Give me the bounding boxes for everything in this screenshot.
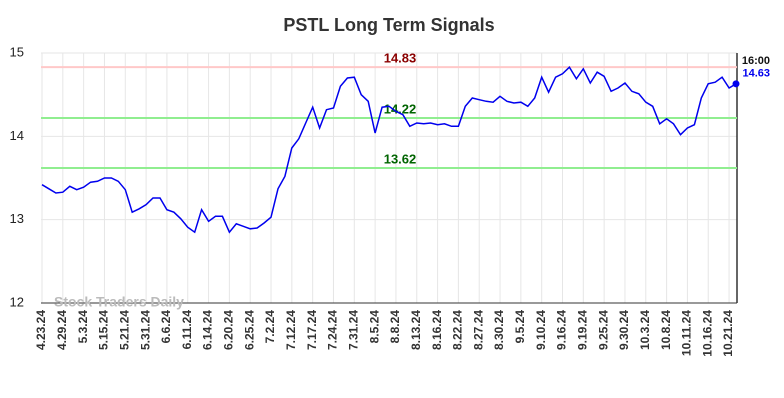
reference-label: 13.62 <box>384 151 417 166</box>
x-tick-label: 5.15.24 <box>97 310 111 350</box>
x-tick-label: 9.5.24 <box>513 310 527 344</box>
x-tick-label: 7.31.24 <box>346 310 360 350</box>
x-tick-label: 6.6.24 <box>159 310 173 344</box>
reference-label: 14.83 <box>384 51 417 66</box>
x-tick-label: 8.13.24 <box>409 310 423 350</box>
x-tick-label: 10.3.24 <box>638 310 652 350</box>
x-tick-label: 7.17.24 <box>305 310 319 350</box>
last-time-label: 16:00 <box>742 55 770 67</box>
x-tick-label: 5.21.24 <box>117 310 131 350</box>
x-tick-label: 10.21.24 <box>721 310 735 357</box>
x-tick-label: 6.20.24 <box>222 310 236 350</box>
x-tick-label: 6.11.24 <box>180 310 194 350</box>
x-tick-label: 4.23.24 <box>34 310 48 350</box>
x-tick-label: 7.24.24 <box>326 310 340 350</box>
x-tick-label: 9.16.24 <box>555 310 569 350</box>
x-tick-label: 7.12.24 <box>284 310 298 350</box>
x-tick-label: 6.14.24 <box>201 310 215 350</box>
x-tick-label: 8.22.24 <box>451 310 465 350</box>
x-tick-label: 10.11.24 <box>680 310 694 356</box>
reference-label: 14.22 <box>384 101 417 116</box>
x-tick-label: 6.25.24 <box>242 310 256 350</box>
x-tick-label: 4.29.24 <box>55 310 69 350</box>
x-tick-label: 10.8.24 <box>659 310 673 350</box>
last-point <box>732 80 740 88</box>
y-tick-label: 12 <box>10 294 24 309</box>
x-tick-label: 9.25.24 <box>596 310 610 350</box>
x-tick-label: 9.19.24 <box>575 310 589 350</box>
series-line <box>41 66 737 234</box>
x-tick-label: 8.16.24 <box>430 310 444 350</box>
watermark: Stock Traders Daily <box>54 294 184 310</box>
y-tick-label: 13 <box>10 211 24 226</box>
x-tick-label: 10.16.24 <box>700 310 714 357</box>
y-tick-label: 15 <box>10 44 24 59</box>
x-tick-label: 8.30.24 <box>492 310 506 350</box>
chart-title: PSTL Long Term Signals <box>283 15 494 35</box>
x-tick-label: 8.27.24 <box>471 310 485 350</box>
x-tick-label: 5.31.24 <box>138 310 152 350</box>
x-tick-label: 5.3.24 <box>76 310 90 344</box>
y-tick-label: 14 <box>10 128 24 143</box>
last-value-label: 14.63 <box>742 68 770 80</box>
x-tick-label: 9.10.24 <box>534 310 548 350</box>
x-tick-label: 9.30.24 <box>617 310 631 350</box>
x-tick-label: 8.8.24 <box>388 310 402 344</box>
x-tick-label: 7.2.24 <box>263 310 277 344</box>
x-tick-label: 8.5.24 <box>367 310 381 344</box>
